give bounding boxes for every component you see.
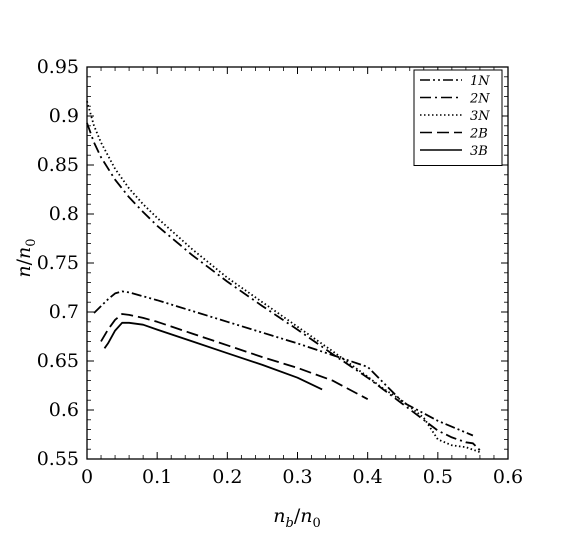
series-line-1n	[93, 290, 474, 437]
x-tick-label: 0	[81, 466, 93, 488]
y-tick-label: 0.75	[37, 252, 79, 274]
x-tick-label: 0.2	[212, 466, 242, 488]
ticks: 0 0.1 0.2 0.3 0.4 0.5 0.6 0.55 0.6 0.65 0.7 0.75 0.8…	[37, 56, 523, 488]
y-axis-label-den-sub: 0	[24, 238, 39, 246]
y-axis-label: n/n0	[13, 238, 39, 277]
series-line-2b	[100, 313, 369, 400]
y-axis-label-num: n	[13, 265, 35, 277]
x-axis-label-num: n	[273, 505, 285, 527]
x-tick-label: 0.6	[493, 466, 523, 488]
y-tick-label: 0.6	[49, 399, 79, 421]
legend-label-1n: 1N	[470, 74, 490, 89]
series-line-2n	[86, 122, 481, 451]
x-tick-label: 0.4	[353, 466, 383, 488]
series-line-3n	[86, 101, 481, 453]
y-tick-label: 0.65	[37, 350, 79, 372]
y-tick-label: 0.55	[37, 448, 79, 470]
y-axis-label-den: n	[13, 247, 35, 259]
y-tick-label: 0.85	[37, 154, 79, 176]
legend-label-2n: 2N	[469, 92, 490, 107]
x-axis-label-den-sub: 0	[312, 516, 320, 531]
x-tick-label: 0.3	[282, 466, 312, 488]
y-tick-label: 0.7	[49, 301, 79, 323]
legend-label-2b: 2B	[469, 127, 488, 142]
x-tick-label: 0.1	[142, 466, 172, 488]
y-tick-label: 0.95	[37, 56, 79, 78]
series-line-3b	[103, 321, 323, 391]
legend-label-3b: 3B	[470, 144, 488, 159]
y-tick-label: 0.9	[49, 105, 79, 127]
legend-label-3n: 3N	[470, 109, 490, 124]
x-axis-label-num-sub: b	[285, 516, 293, 531]
x-axis-label-den: n	[300, 505, 312, 527]
x-axis-label-slash: /	[294, 505, 301, 527]
y-axis-label-slash: /	[13, 258, 35, 265]
x-axis-label: nb/n0	[273, 505, 321, 531]
plot-area	[86, 101, 481, 453]
y-tick-label: 0.8	[49, 203, 79, 225]
x-tick-label: 0.5	[423, 466, 453, 488]
legend: 1N 2N 3N 2B 3B	[413, 69, 503, 166]
